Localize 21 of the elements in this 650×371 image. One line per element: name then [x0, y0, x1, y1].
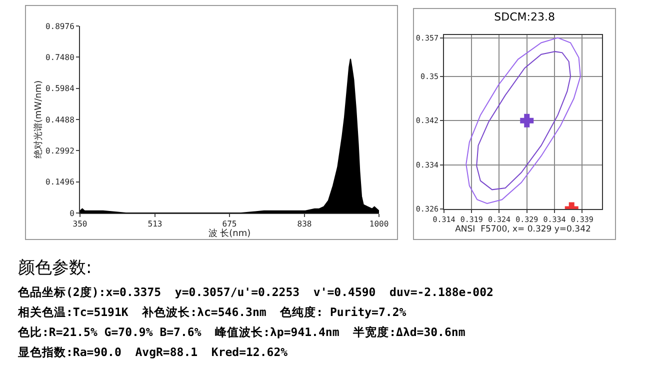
y-tick-label: 0.4488 [45, 115, 75, 124]
chart-title: SDCM:23.8 [494, 10, 555, 24]
x-tick-label: 513 [148, 220, 162, 229]
y-tick-label: 0.2992 [45, 146, 75, 156]
text: 相关色温:Tc=5191K 补色波长:λc=546.3nm 色纯度: Purity=7.2% [18, 304, 408, 321]
text: 显色指数:Ra=90.0 AvgR=88.1 Kred=12.62% [18, 344, 289, 361]
y-tick-label: 0.5984 [45, 84, 75, 94]
text: 色比:R=21.5% G=70.9% B=7.6% 峰值波长:λp=941.4nm 半宽度:Δλd=30.6nm [18, 324, 466, 341]
y-axis-title: 绝对光谱(mW/nm) [32, 80, 44, 159]
x-tick-label: 838 [297, 220, 312, 229]
x-axis-title: ANSI F5700, x= 0.329 y=0.342 [455, 224, 591, 234]
text: 颜色参数: [18, 257, 93, 279]
x-tick-label: 1000 [369, 220, 389, 229]
x-tick-label: 350 [72, 220, 88, 229]
x-axis-title: 波 长(nm) [208, 228, 251, 239]
y-tick-label: 0 [70, 208, 75, 218]
x-tick-label: 675 [222, 220, 237, 229]
y-tick-label: 0.1496 [45, 178, 75, 187]
text: 色品坐标(2度):x=0.3375 y=0.3057/u'=0.2253 v'=0.4590 duv=-2.188e-002 [18, 284, 494, 301]
y-tick-label: 0.7480 [45, 52, 75, 62]
y-tick-label: 0.8976 [45, 22, 75, 31]
